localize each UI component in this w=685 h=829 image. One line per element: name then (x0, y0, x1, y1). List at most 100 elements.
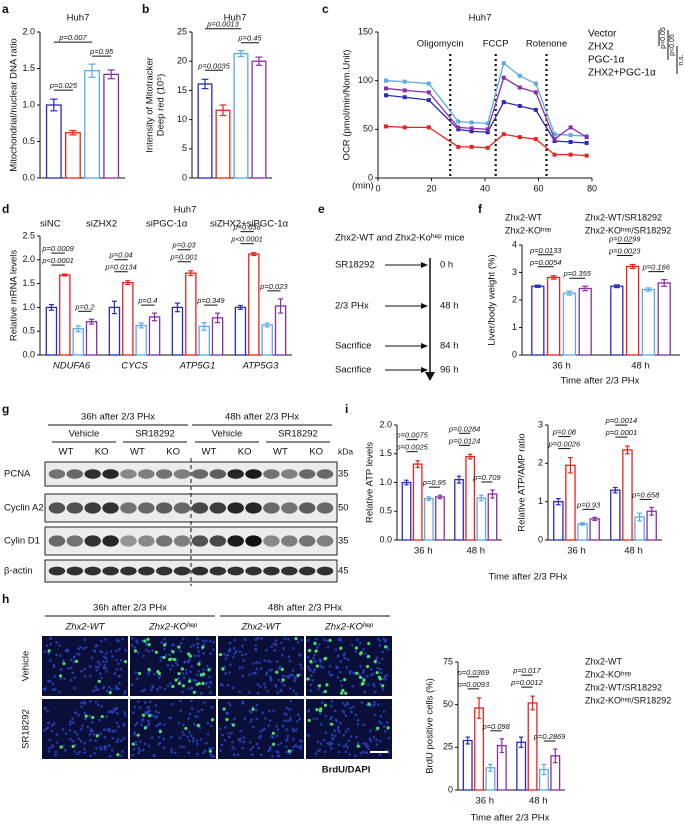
legend-entry: Zhx2-KOʰᵉᵖ/SR18292 (585, 225, 671, 235)
legend-entry: Zhx2-WT (585, 656, 623, 666)
brdu-nucleus (287, 749, 291, 753)
bar (84, 70, 100, 179)
nucleus (157, 676, 161, 680)
nucleus (291, 727, 295, 731)
nucleus (344, 714, 348, 718)
nucleus (120, 754, 123, 757)
nucleus (285, 728, 289, 731)
nucleus (314, 752, 318, 755)
genotype-label: WT (273, 447, 288, 458)
nucleus (223, 738, 227, 742)
x-tick-label: 48 h (467, 546, 486, 557)
p-value: p=0.098 (481, 722, 510, 731)
nucleus (242, 659, 245, 662)
point (568, 139, 573, 144)
p-value: p<0.0001 (41, 256, 74, 265)
nucleus (372, 682, 376, 686)
nucleus (223, 665, 227, 669)
legend-entry: siNC (40, 219, 61, 230)
nucleus (238, 690, 241, 694)
y-tick-label: 1.0 (379, 477, 392, 487)
nucleus (379, 682, 382, 686)
nucleus (75, 652, 79, 656)
band (209, 566, 227, 576)
brdu-nucleus (59, 745, 63, 749)
bar (45, 104, 62, 179)
nucleus (266, 749, 270, 753)
nucleus (209, 652, 212, 655)
nucleus (111, 655, 114, 658)
nucleus (108, 755, 112, 758)
legend-entry: Zhx2-WT/SR18292 (585, 212, 662, 222)
nucleus (43, 650, 47, 654)
nucleus (90, 720, 94, 724)
nucleus (366, 674, 369, 678)
nucleus (105, 652, 108, 655)
nucleus (89, 729, 93, 733)
nucleus (249, 748, 253, 752)
nucleus (145, 712, 149, 716)
nucleus (97, 665, 100, 669)
nucleus (251, 753, 254, 756)
brdu-nucleus (280, 667, 284, 671)
nucleus (197, 650, 200, 653)
point (517, 73, 522, 78)
nucleus (226, 683, 230, 687)
point (533, 137, 538, 142)
nucleus (232, 647, 236, 650)
x-tick-label: 20 (426, 183, 436, 193)
nucleus (206, 721, 210, 725)
bar (45, 306, 58, 356)
nucleus (204, 741, 208, 745)
nucleus (112, 710, 116, 713)
nucleus (188, 658, 191, 662)
nucleus (133, 646, 137, 649)
nucleus (373, 713, 377, 717)
brdu-nucleus (180, 667, 184, 671)
nucleus (286, 734, 290, 738)
nucleus (157, 711, 161, 714)
nucleus (99, 650, 102, 653)
bar (474, 707, 485, 791)
nucleus (259, 753, 263, 757)
nucleus (97, 688, 100, 692)
nucleus (58, 654, 62, 657)
nucleus (201, 639, 205, 642)
nucleus (292, 646, 295, 650)
nucleus (369, 668, 373, 671)
nucleus (102, 655, 106, 659)
nucleus (58, 644, 62, 647)
nucleus (339, 660, 342, 663)
nucleus (219, 749, 223, 752)
brdu-nucleus (74, 659, 79, 663)
nucleus (117, 687, 121, 691)
nucleus (292, 729, 296, 733)
nucleus (356, 638, 359, 642)
nucleus (333, 709, 337, 713)
band (209, 469, 227, 479)
nucleus (137, 751, 141, 755)
series-line (385, 125, 587, 157)
p-value: p=0.0124 (448, 436, 481, 445)
nucleus (255, 703, 259, 707)
p-value: p=0.0014 (605, 416, 638, 425)
nucleus (312, 656, 315, 660)
y-tick-label: 0.5 (22, 136, 35, 146)
nucleus (375, 743, 379, 746)
nucleus (376, 666, 380, 670)
nucleus (115, 659, 118, 662)
nucleus (321, 666, 325, 669)
nucleus (154, 710, 158, 713)
nucleus (203, 701, 206, 704)
nucleus (336, 728, 340, 731)
band (84, 535, 101, 547)
nucleus (364, 751, 368, 755)
nucleus (273, 649, 276, 652)
nucleus (138, 706, 141, 709)
point (469, 126, 474, 131)
nucleus (233, 717, 236, 721)
nucleus (193, 722, 196, 726)
nucleus (99, 639, 103, 643)
nucleus (107, 685, 111, 689)
